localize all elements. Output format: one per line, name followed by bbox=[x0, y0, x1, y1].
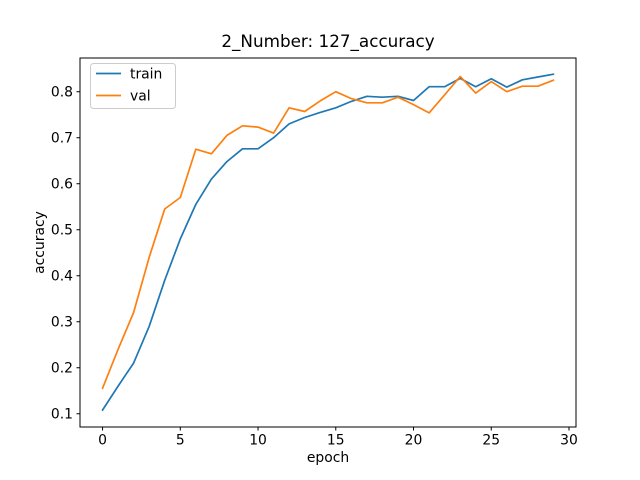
y-tick-label: 0.3 bbox=[51, 315, 73, 331]
x-tick-label: 5 bbox=[176, 433, 185, 449]
legend-label-val: val bbox=[130, 88, 151, 104]
x-tick-label: 30 bbox=[560, 433, 578, 449]
plot-border bbox=[79, 57, 577, 428]
x-tick-label: 20 bbox=[405, 433, 423, 449]
x-axis-label: epoch bbox=[307, 450, 349, 466]
x-tick-label: 25 bbox=[482, 433, 500, 449]
y-tick-label: 0.6 bbox=[51, 177, 73, 193]
legend-label-train: train bbox=[130, 66, 162, 82]
y-tick-label: 0.8 bbox=[51, 85, 73, 101]
x-tick-label: 15 bbox=[327, 433, 345, 449]
y-tick-label: 0.1 bbox=[51, 407, 73, 423]
y-tick-label: 0.2 bbox=[51, 361, 73, 377]
y-tick-label: 0.4 bbox=[51, 269, 73, 285]
chart-line-train bbox=[101, 73, 555, 411]
chart-title: 2_Number: 127_accuracy bbox=[221, 31, 434, 52]
x-tick-label: 10 bbox=[249, 433, 267, 449]
y-tick-label: 0.7 bbox=[51, 131, 73, 147]
y-tick-label: 0.5 bbox=[51, 223, 73, 239]
y-axis-label: accuracy bbox=[32, 211, 48, 274]
x-tick-label: 0 bbox=[98, 433, 107, 449]
chart-line-val bbox=[101, 75, 555, 390]
legend-box bbox=[90, 63, 176, 109]
